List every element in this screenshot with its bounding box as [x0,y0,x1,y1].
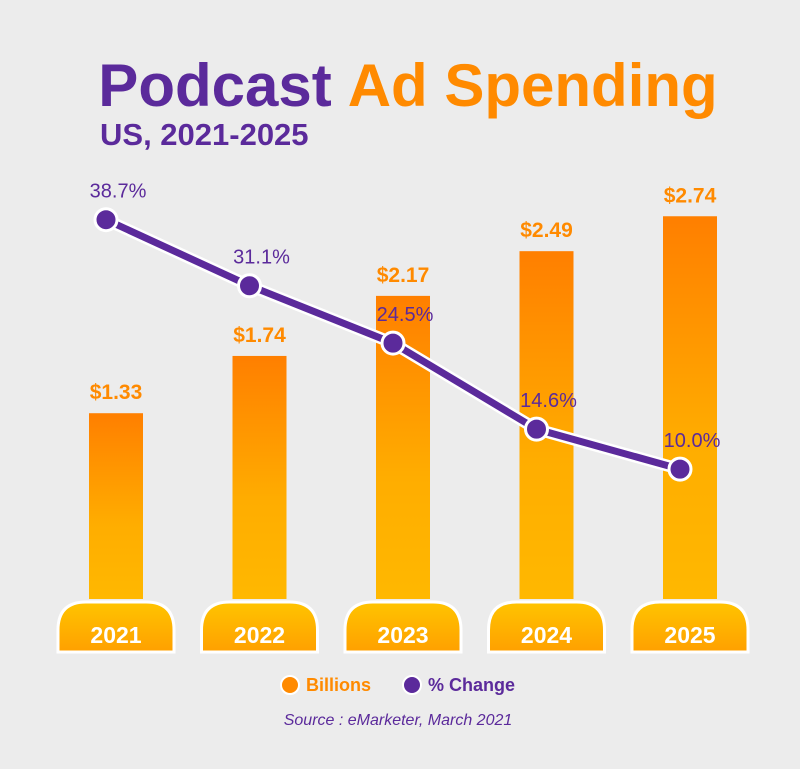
line-point [380,330,406,356]
line-value-label: 24.5% [377,304,434,326]
line-value-label: 14.6% [520,390,577,412]
legend-marker [280,675,300,695]
category-pill [343,600,463,654]
line-value-label: 38.7% [90,181,147,203]
legend-label: % Change [428,675,515,695]
line-point [667,456,693,482]
bar-value-label: $1.33 [90,381,143,404]
x-tick-label: 2023 [377,622,428,648]
category-pill [56,600,176,654]
bar-value-label: $2.49 [520,219,573,242]
x-tick-label: 2025 [664,622,715,648]
bar-value-label: $1.74 [233,324,286,347]
line-point [524,416,549,442]
line-value-label: 10.0% [664,430,721,452]
x-tick-label: 2021 [90,622,141,648]
chart-subtitle: US, 2021-2025 [100,117,309,152]
bar [232,355,287,599]
bar-value-label: $2.74 [664,184,717,207]
line-point [237,273,262,299]
category-pill [630,600,750,654]
line-value-label: 31.1% [233,247,290,269]
title-part: Podcast [98,52,331,119]
title-part: Ad Spending [348,52,718,119]
bar [663,216,717,599]
legend-label: Billions [306,675,371,695]
legend-marker [402,675,422,695]
chart-title: Podcast Ad Spending [98,52,717,119]
x-tick-label: 2022 [234,622,285,648]
bar [89,413,143,599]
category-pill [200,600,319,654]
x-tick-label: 2024 [521,622,572,648]
bar-value-label: $2.17 [377,264,430,287]
source: Source : eMarketer, March 2021 [284,712,513,729]
line-point [93,207,119,233]
category-pill [487,600,606,654]
